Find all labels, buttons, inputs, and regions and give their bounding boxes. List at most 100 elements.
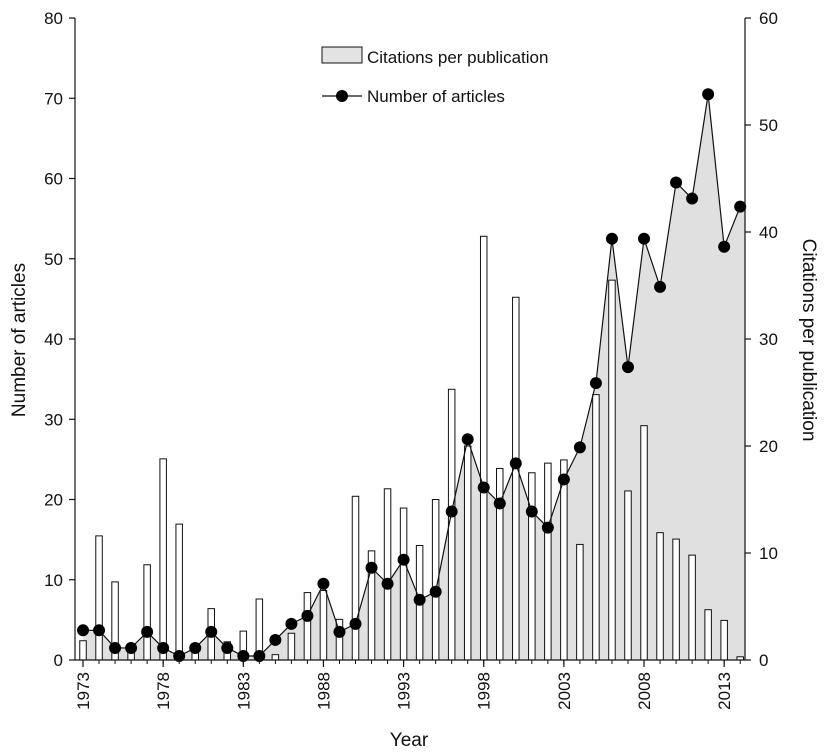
articles-point [221,641,234,654]
legend-bar-label: Citations per publication [367,48,548,67]
articles-point [189,641,202,654]
articles-point [541,521,554,534]
left-y-axis-title: Number of articles [9,263,30,417]
x-tick-label: 2013 [715,672,734,710]
legend-bar-swatch [321,46,363,64]
citations-bar [143,564,151,661]
left-y-tick-label: 20 [44,491,63,510]
articles-point [525,505,538,518]
right-y-tick-label: 10 [759,544,778,563]
citations-bar [688,554,696,661]
citations-bar [399,507,408,661]
right-y-tick-label: 50 [759,116,778,135]
x-tick-label: 1983 [234,672,253,710]
articles-point [301,609,314,622]
x-tick-label: 2008 [635,672,654,710]
articles-point [93,624,106,637]
right-y-tick-label: 30 [759,330,778,349]
left-y-tick-label: 10 [44,571,63,590]
articles-point [734,200,747,213]
articles-point [702,88,715,101]
articles-point [141,625,154,638]
citations-bar [560,459,568,661]
articles-point [413,593,426,606]
articles-point [157,641,170,654]
citations-bar [576,543,584,661]
articles-point [429,585,442,598]
right-y-tick-label: 0 [759,651,768,670]
articles-point [349,617,362,630]
citations-bar [159,458,167,661]
citations-bar [463,445,472,661]
articles-area-layer [83,94,746,661]
x-tick-label: 1973 [74,672,93,710]
articles-point [621,361,634,374]
left-y-tick-label: 0 [54,651,63,670]
legend-line-marker [336,90,348,102]
articles-point [638,232,651,245]
citations-bar [175,523,183,661]
articles-point [109,641,122,654]
citations-bar [608,279,616,661]
right-y-tick-label: 60 [759,9,778,28]
articles-point [670,176,683,189]
citations-bar [383,488,392,661]
citations-bar [592,394,600,661]
right-y-tick-label: 20 [759,437,778,456]
articles-point [573,441,586,454]
legend-line-label: Number of articles [367,87,505,106]
left-y-tick-label: 40 [44,330,63,349]
citations-bar [95,535,103,661]
citations-bar [319,589,328,661]
articles-point [285,617,298,630]
citations-bar [351,495,360,661]
left-y-tick-label: 30 [44,410,63,429]
right-y-axis-title: Citations per publication [798,239,819,442]
citations-bar [640,425,648,661]
citations-bar [271,654,280,661]
articles-point [509,457,522,470]
citations-bar [287,632,296,661]
articles-point [237,649,250,662]
articles-point [125,641,138,654]
x-tick-labels: 1973 1978 1983 1988 1993 1998 2003 2008 2013 [74,672,734,710]
citations-bar [528,472,536,661]
articles-point [445,505,458,518]
citations-bar [479,235,488,661]
articles-point [686,192,699,205]
x-axis-title: Year [390,730,429,751]
articles-point [381,577,394,590]
citations-bar [672,538,680,661]
citations-bar [544,462,552,661]
x-tick-label: 1978 [154,672,173,710]
citations-bar [79,640,87,661]
axes-layer [69,17,751,667]
left-y-tick-labels: 0 10 20 30 40 50 60 70 80 [44,9,63,670]
citations-bar [512,296,520,661]
x-tick-label: 1988 [314,672,333,710]
articles-line-layer [77,88,747,662]
articles-point [317,577,330,590]
right-y-tick-label: 40 [759,223,778,242]
articles-point [461,433,474,446]
articles-point [397,553,410,566]
articles-point [605,232,618,245]
legend: Citations per publication Number of arti… [321,46,548,106]
citations-bar [303,592,312,661]
right-y-tick-labels: 0 10 20 30 40 50 60 [759,9,778,670]
x-tick-label: 1993 [395,672,414,710]
articles-point [205,625,218,638]
articles-point [253,649,266,662]
articles-area [83,94,746,661]
citations-bar [704,609,712,661]
articles-point [589,377,602,390]
articles-point [365,561,378,574]
articles-point [557,473,570,486]
articles-point [718,240,731,253]
articles-point [654,280,667,293]
x-tick-label: 1998 [475,672,494,710]
articles-point [493,497,506,510]
left-y-tick-label: 60 [44,170,63,189]
articles-point [77,624,90,637]
